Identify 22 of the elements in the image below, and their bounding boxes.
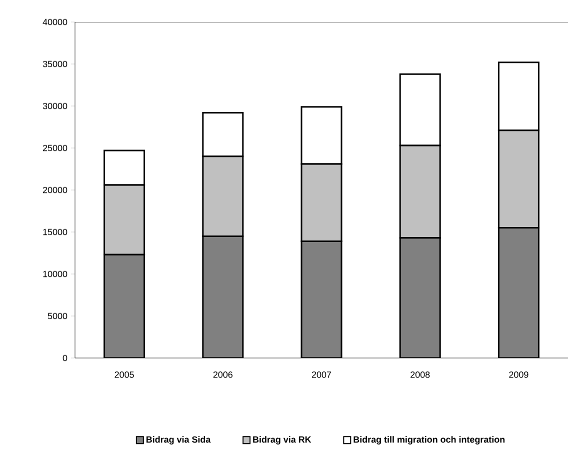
legend-label: Bidrag till migration och integration	[354, 436, 505, 445]
legend-label: Bidrag via RK	[253, 436, 312, 445]
x-tick-label: 2008	[410, 371, 430, 378]
legend-label: Bidrag via Sida	[146, 436, 211, 445]
bar	[399, 237, 441, 358]
y-tick-label: 20000	[43, 186, 68, 194]
y-tick-label: 35000	[42, 60, 68, 68]
bar	[202, 235, 244, 358]
bar	[300, 240, 342, 358]
y-tick-label: 5000	[48, 312, 68, 320]
x-tick-label: 2007	[312, 371, 332, 378]
y-tick-label: 40000	[42, 18, 68, 26]
bar	[498, 227, 540, 358]
x-tick-label: 2006	[213, 371, 232, 378]
y-tick-label: 0	[62, 354, 68, 362]
x-tick-label: 2009	[509, 371, 528, 378]
y-tick-label: 10000	[43, 270, 68, 278]
y-tick-label: 15000	[43, 228, 68, 236]
x-tick-label: 2005	[114, 371, 134, 378]
y-tick-label: 30000	[42, 102, 68, 110]
bar	[104, 254, 146, 358]
y-tick-label: 25000	[43, 144, 68, 152]
